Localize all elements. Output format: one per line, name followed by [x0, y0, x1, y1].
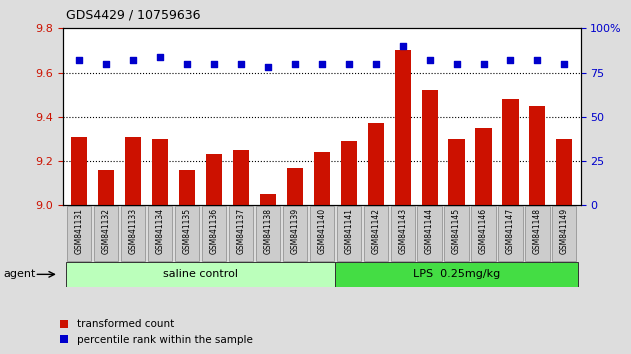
Point — [155, 54, 165, 59]
Bar — [529, 106, 545, 205]
Text: GSM841131: GSM841131 — [74, 208, 84, 254]
Point — [559, 61, 569, 67]
Point — [128, 57, 138, 63]
Point — [533, 57, 543, 63]
Text: GDS4429 / 10759636: GDS4429 / 10759636 — [66, 9, 200, 22]
FancyBboxPatch shape — [336, 206, 361, 261]
Text: GSM841143: GSM841143 — [398, 208, 407, 254]
FancyBboxPatch shape — [202, 206, 226, 261]
Bar — [422, 90, 438, 205]
Bar — [368, 124, 384, 205]
Text: GSM841139: GSM841139 — [290, 208, 299, 254]
Bar — [206, 154, 222, 205]
FancyBboxPatch shape — [66, 262, 335, 287]
Bar — [314, 152, 330, 205]
Text: GSM841132: GSM841132 — [102, 208, 110, 254]
Bar — [502, 99, 519, 205]
FancyBboxPatch shape — [363, 206, 388, 261]
Text: GSM841135: GSM841135 — [182, 208, 192, 254]
FancyBboxPatch shape — [148, 206, 172, 261]
Text: GSM841145: GSM841145 — [452, 208, 461, 254]
Point — [263, 64, 273, 70]
Point — [398, 43, 408, 49]
Bar — [557, 139, 572, 205]
Legend: transformed count, percentile rank within the sample: transformed count, percentile rank withi… — [56, 315, 257, 349]
FancyBboxPatch shape — [391, 206, 415, 261]
Text: GSM841137: GSM841137 — [237, 208, 245, 254]
Point — [452, 61, 462, 67]
Text: GSM841142: GSM841142 — [371, 208, 380, 254]
Point — [344, 61, 354, 67]
Text: GSM841146: GSM841146 — [479, 208, 488, 254]
Text: GSM841141: GSM841141 — [345, 208, 353, 254]
FancyBboxPatch shape — [67, 206, 91, 261]
Bar — [179, 170, 195, 205]
Text: GSM841144: GSM841144 — [425, 208, 434, 254]
Point — [317, 61, 327, 67]
Point — [290, 61, 300, 67]
Bar — [475, 128, 492, 205]
Text: agent: agent — [3, 269, 35, 279]
FancyBboxPatch shape — [552, 206, 577, 261]
Point — [425, 57, 435, 63]
Text: GSM841149: GSM841149 — [560, 208, 569, 254]
Bar — [286, 168, 303, 205]
Point — [209, 61, 219, 67]
FancyBboxPatch shape — [335, 262, 578, 287]
Bar — [341, 141, 357, 205]
Point — [236, 61, 246, 67]
FancyBboxPatch shape — [498, 206, 522, 261]
Bar — [98, 170, 114, 205]
Point — [370, 61, 380, 67]
Point — [478, 61, 488, 67]
Text: LPS  0.25mg/kg: LPS 0.25mg/kg — [413, 269, 500, 279]
FancyBboxPatch shape — [121, 206, 145, 261]
Bar — [394, 51, 411, 205]
FancyBboxPatch shape — [175, 206, 199, 261]
FancyBboxPatch shape — [229, 206, 253, 261]
Text: GSM841148: GSM841148 — [533, 208, 542, 254]
Text: GSM841134: GSM841134 — [156, 208, 165, 254]
Text: saline control: saline control — [163, 269, 238, 279]
FancyBboxPatch shape — [256, 206, 280, 261]
Bar — [125, 137, 141, 205]
Bar — [260, 194, 276, 205]
Bar — [449, 139, 464, 205]
Point — [182, 61, 192, 67]
FancyBboxPatch shape — [418, 206, 442, 261]
FancyBboxPatch shape — [444, 206, 469, 261]
Bar — [152, 139, 168, 205]
Text: GSM841147: GSM841147 — [506, 208, 515, 254]
FancyBboxPatch shape — [471, 206, 495, 261]
Point — [101, 61, 111, 67]
Text: GSM841140: GSM841140 — [317, 208, 326, 254]
Text: GSM841138: GSM841138 — [263, 208, 273, 254]
FancyBboxPatch shape — [283, 206, 307, 261]
FancyBboxPatch shape — [525, 206, 550, 261]
FancyBboxPatch shape — [94, 206, 119, 261]
Point — [74, 57, 85, 63]
Point — [505, 57, 516, 63]
FancyBboxPatch shape — [310, 206, 334, 261]
Text: GSM841136: GSM841136 — [209, 208, 218, 254]
Bar — [71, 137, 87, 205]
Text: GSM841133: GSM841133 — [129, 208, 138, 254]
Bar — [233, 150, 249, 205]
